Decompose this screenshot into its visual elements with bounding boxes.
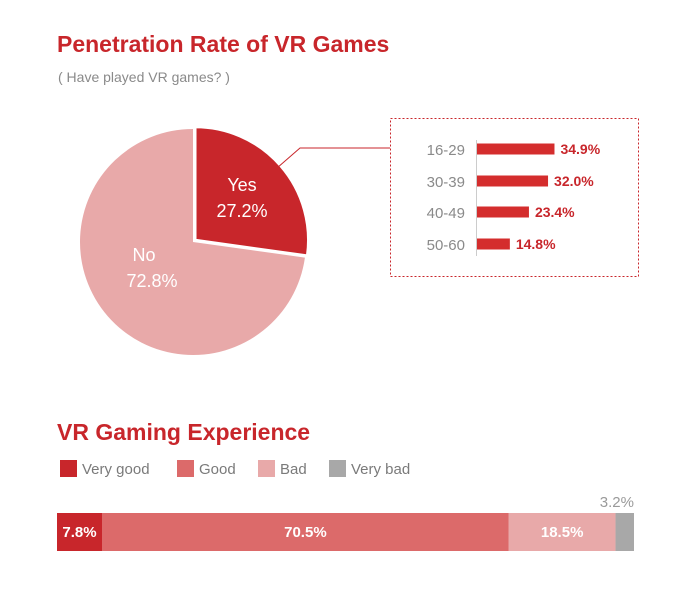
pie-slice-no xyxy=(80,129,305,355)
age-bar xyxy=(477,238,510,250)
stacked-chart-title: VR Gaming Experience xyxy=(57,419,310,445)
age-category-label: 40-49 xyxy=(427,205,465,222)
stacked-segment xyxy=(57,513,103,551)
age-bar-value: 14.8% xyxy=(516,236,556,252)
stacked-segment-value: 7.8% xyxy=(62,524,96,541)
pie-value-yes: 27.2% xyxy=(216,201,267,221)
pie-chart: Yes 27.2% No 72.8% xyxy=(80,125,310,355)
age-category-label: 16-29 xyxy=(427,142,465,159)
legend-swatch xyxy=(329,460,346,477)
legend-label: Bad xyxy=(280,461,307,478)
callout-connector-line xyxy=(276,147,390,169)
stacked-chart-legend: Very good Good Bad Very bad xyxy=(60,460,410,478)
age-breakdown-box xyxy=(390,118,639,277)
legend-label: Very bad xyxy=(351,461,410,478)
legend-swatch xyxy=(258,460,275,477)
stacked-segment-value: 70.5% xyxy=(284,524,327,541)
stacked-bar: 7.8% 70.5% 18.5% 3.2% xyxy=(57,494,634,551)
pie-label-no: No xyxy=(132,245,155,265)
pie-value-no: 72.8% xyxy=(126,271,177,291)
pie-slice-yes xyxy=(194,125,310,258)
stacked-segment xyxy=(102,513,509,551)
age-bar-value: 23.4% xyxy=(535,204,575,220)
age-bar xyxy=(477,206,529,218)
age-bar-value: 34.9% xyxy=(560,141,600,157)
legend-swatch xyxy=(60,460,77,477)
age-bar xyxy=(477,143,555,155)
pie-chart-subtitle: ( Have played VR games? ) xyxy=(58,69,230,85)
age-category-label: 30-39 xyxy=(427,174,465,191)
stacked-segment-value: 18.5% xyxy=(541,524,584,541)
stacked-segment-value: 3.2% xyxy=(600,494,634,511)
stacked-segment xyxy=(615,513,634,551)
legend-label: Very good xyxy=(82,461,150,478)
age-bar-value: 32.0% xyxy=(554,173,594,189)
age-bar xyxy=(477,175,549,187)
stacked-segment xyxy=(508,513,616,551)
pie-chart-title: Penetration Rate of VR Games xyxy=(57,31,389,57)
age-bar-chart: 16-29 34.9% 30-39 32.0% 40-49 23.4% 50-60 14.8% xyxy=(427,141,601,254)
legend-label: Good xyxy=(199,461,236,478)
age-category-label: 50-60 xyxy=(427,237,465,254)
pie-label-yes: Yes xyxy=(227,175,256,195)
legend-swatch xyxy=(177,460,194,477)
